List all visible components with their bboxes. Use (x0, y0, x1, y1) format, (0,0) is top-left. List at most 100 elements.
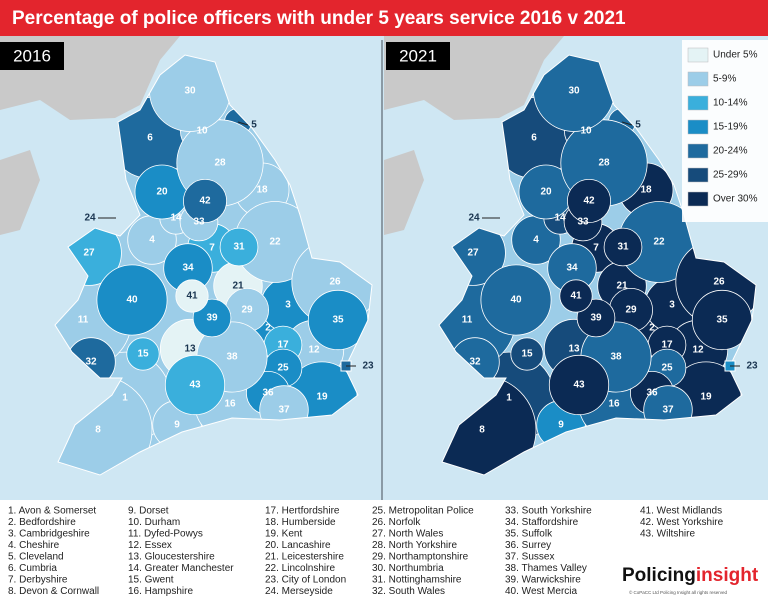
map-label: 32 (85, 357, 97, 368)
legend-swatch (687, 143, 709, 159)
force-name: 29. Northamptonshire (372, 552, 469, 563)
force-name: 25. Metropolitan Police (372, 506, 474, 517)
force-name: 33. South Yorkshire (505, 506, 592, 517)
legend-label: 20-24% (713, 146, 748, 157)
legend-swatch (687, 47, 709, 63)
map-label: 15 (137, 349, 149, 360)
map-label: 41 (186, 291, 198, 302)
force-area (548, 354, 610, 416)
map-label: 6 (147, 133, 153, 144)
force-name: 31. Nottinghamshire (372, 575, 462, 586)
force-area (480, 264, 552, 336)
force-name: 40. West Mercia (505, 586, 577, 597)
force-area (126, 337, 160, 371)
map-label: 24 (84, 213, 96, 224)
map-label: 8 (479, 425, 485, 436)
map-label: 42 (583, 196, 595, 207)
map-label: 13 (568, 344, 580, 355)
ireland (0, 150, 40, 235)
map-label: 31 (233, 242, 245, 253)
map-label: 11 (462, 315, 473, 326)
map-label: 11 (78, 315, 89, 326)
map-label: 1 (122, 393, 128, 404)
force-name: 13. Gloucestershire (128, 552, 215, 563)
force-area (219, 227, 259, 267)
map-label: 14 (170, 213, 182, 224)
map-label: 1 (506, 393, 512, 404)
map-label: 7 (209, 243, 215, 254)
map-label: 9 (174, 420, 180, 431)
force-name: 9. Dorset (128, 506, 169, 517)
map-label: 20 (540, 187, 552, 198)
force-name: 20. Lancashire (265, 540, 331, 551)
force-name: 22. Lincolnshire (265, 563, 335, 574)
force-name: 1. Avon & Somerset (8, 506, 96, 517)
legend-swatch (687, 119, 709, 135)
force-name: 24. Merseyside (265, 586, 333, 597)
map-label: 33 (577, 217, 589, 228)
legend-label: Over 30% (713, 194, 758, 205)
legend-label: 5-9% (713, 74, 736, 85)
map-label: 42 (199, 196, 211, 207)
map-label: 41 (570, 291, 582, 302)
map-label: 43 (573, 380, 585, 391)
force-name: 3. Cambridgeshire (8, 529, 90, 540)
force-name: 34. Staffordshire (505, 517, 579, 528)
map-label: 10 (580, 126, 592, 137)
map-label: 16 (608, 399, 620, 410)
map-label: 36 (262, 388, 274, 399)
map-label: 17 (277, 340, 289, 351)
map-label: 32 (469, 357, 481, 368)
force-name: 26. Norfolk (372, 517, 421, 528)
force-area (510, 337, 544, 371)
map-label: 4 (149, 235, 155, 246)
force-name: 23. City of London (265, 575, 346, 586)
map-label: 12 (692, 345, 704, 356)
title: Percentage of police officers with under… (12, 8, 626, 29)
map-label: 9 (558, 420, 564, 431)
force-name: 28. North Yorkshire (372, 540, 457, 551)
force-name: 12. Essex (128, 540, 172, 551)
force-name: 18. Humberside (265, 517, 336, 528)
force-name: 36. Surrey (505, 540, 551, 551)
force-name: 27. North Wales (372, 529, 443, 540)
force-name: 19. Kent (265, 529, 302, 540)
map-label: 25 (277, 363, 289, 374)
force-area (603, 227, 643, 267)
year-label: 2021 (399, 46, 437, 65)
force-name: 30. Northumbria (372, 563, 444, 574)
map-label: 33 (193, 217, 205, 228)
map-label: 5 (251, 120, 257, 131)
map-label: 27 (83, 248, 95, 259)
legend: Under 5% 5-9% 10-14% 15-19% 20-24% 25-29% Over… (687, 47, 758, 207)
map-label: 40 (510, 295, 522, 306)
map-label: 21 (232, 281, 244, 292)
map-label: 7 (593, 243, 599, 254)
map-label: 3 (285, 300, 291, 311)
map-label: 28 (214, 158, 226, 169)
force-name: 5. Cleveland (8, 552, 64, 563)
force-name: 10. Durham (128, 517, 180, 528)
legend-label: 25-29% (713, 170, 748, 181)
force-name: 21. Leicestershire (265, 552, 344, 563)
map-label: 17 (661, 340, 673, 351)
legend-swatch (687, 167, 709, 183)
map-label: 8 (95, 425, 101, 436)
map-label: 21 (616, 281, 628, 292)
map-label: 29 (625, 305, 637, 316)
year-box (0, 42, 64, 70)
map-label: 19 (700, 392, 712, 403)
legend-swatch (687, 95, 709, 111)
logo: Policinginsight (622, 565, 759, 586)
force-area (164, 354, 226, 416)
force-area (175, 279, 209, 313)
map-label: 39 (590, 313, 602, 324)
map-label: 37 (662, 405, 674, 416)
force-name: 8. Devon & Cornwall (8, 586, 99, 597)
map-label: 26 (329, 277, 341, 288)
force-name: 11. Dyfed-Powys (128, 529, 203, 540)
force-area (182, 178, 227, 223)
copyright: © CoPaCC Ltd Policing Insight all rights… (629, 589, 728, 595)
